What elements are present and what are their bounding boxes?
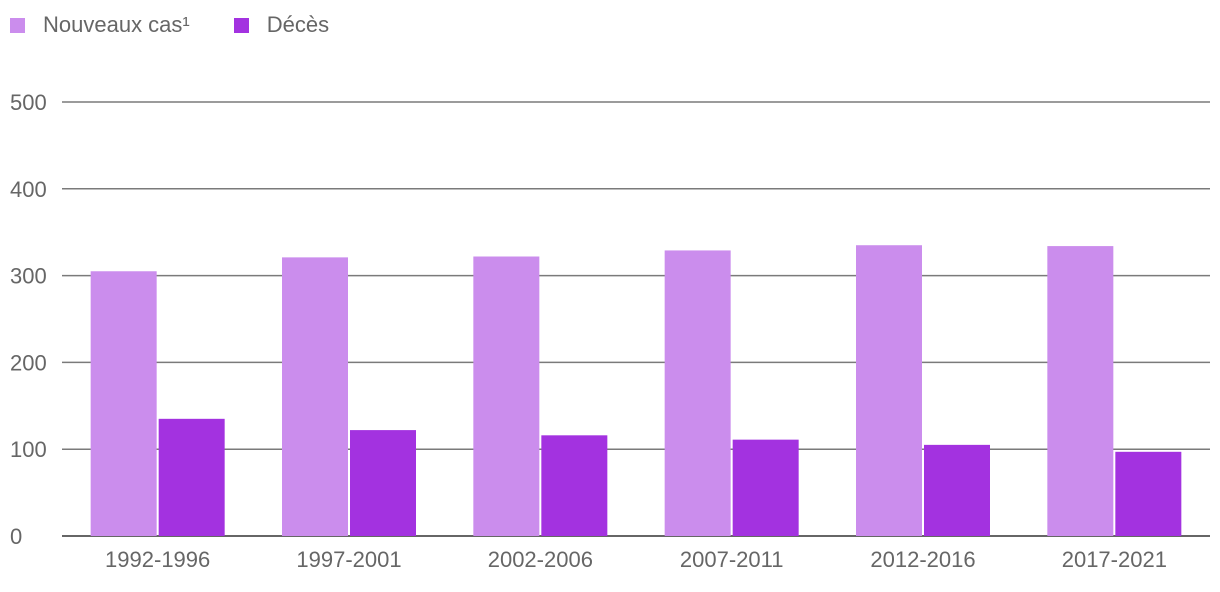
y-axis-labels: 0 100 200 300 400 500 [10, 90, 47, 549]
bar-deces-2007-2011 [732, 439, 799, 536]
bar-nouveaux-cas-2017-2021 [1047, 246, 1114, 536]
bar-deces-1992-1996 [158, 418, 225, 536]
x-tick-label: 2002-2006 [488, 547, 593, 572]
y-tick-label: 0 [10, 524, 22, 549]
x-axis-labels: 1992-1996 1997-2001 2002-2006 2007-2011 2012… [105, 547, 1167, 572]
chart-legend: Nouveaux cas¹ Décès [10, 12, 373, 38]
legend-item-deces: Décès [233, 12, 330, 38]
x-tick-label: 1997-2001 [296, 547, 401, 572]
bar-nouveaux-cas-2007-2011 [664, 250, 731, 537]
y-tick-label: 400 [10, 177, 47, 202]
y-tick-label: 300 [10, 264, 47, 289]
y-tick-label: 200 [10, 350, 47, 375]
legend-label-nouveaux-cas: Nouveaux cas¹ [43, 12, 190, 37]
legend-item-nouveaux-cas: Nouveaux cas¹ [10, 12, 190, 38]
y-tick-label: 100 [10, 437, 47, 462]
bar-nouveaux-cas-2012-2016 [856, 245, 922, 536]
x-tick-label: 2012-2016 [870, 547, 975, 572]
y-tick-label: 500 [10, 90, 47, 115]
legend-label-deces: Décès [266, 12, 330, 37]
legend-swatch-deces [233, 17, 249, 33]
bar-deces-2002-2006 [541, 435, 608, 536]
chart-bars [90, 245, 1182, 537]
bar-nouveaux-cas-1997-2001 [282, 257, 348, 536]
bar-nouveaux-cas-2002-2006 [473, 256, 540, 536]
x-tick-label: 2007-2011 [680, 547, 784, 572]
legend-swatch-nouveaux-cas [10, 17, 25, 33]
x-tick-label: 1992-1996 [105, 547, 210, 572]
x-tick-label: 2017-2021 [1062, 547, 1167, 572]
chart-grid [62, 101, 1210, 537]
bar-deces-2017-2021 [1115, 451, 1182, 536]
bar-nouveaux-cas-1992-1996 [90, 271, 157, 536]
bar-deces-1997-2001 [350, 430, 416, 536]
bar-deces-2012-2016 [924, 444, 990, 536]
